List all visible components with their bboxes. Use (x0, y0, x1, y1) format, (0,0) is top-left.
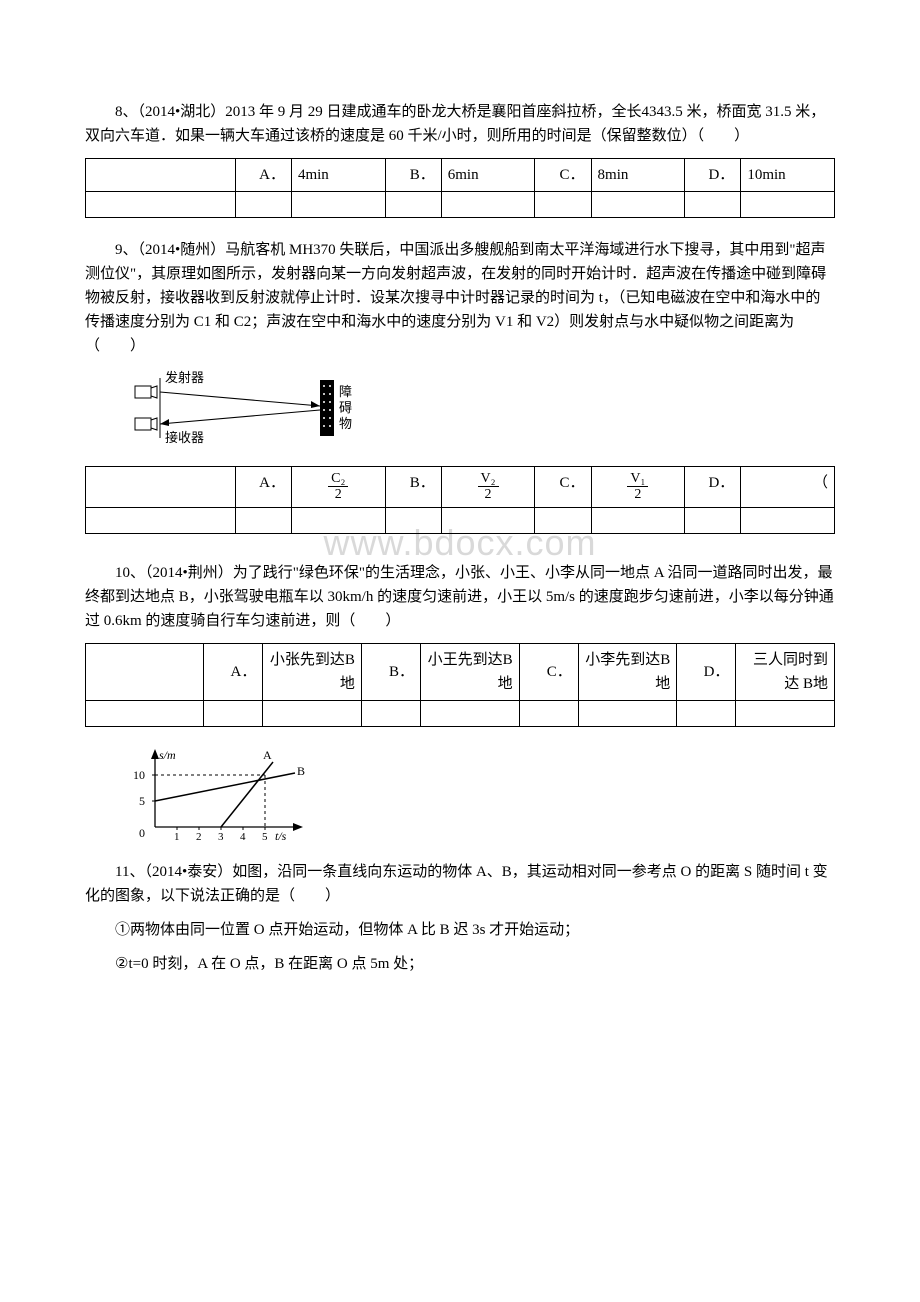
opt-value: 小李先到达B 地 (578, 644, 677, 701)
opt-label: B． (361, 644, 420, 701)
q11-line2: ②t=0 时刻，A 在 O 点，B 在距离 O 点 5m 处； (85, 952, 835, 976)
opt-value: 8min (591, 159, 685, 192)
opt-value: 三人同时到达 B地 (736, 644, 835, 701)
svg-text:10: 10 (133, 768, 145, 782)
svg-text:4: 4 (240, 831, 246, 842)
svg-text:s/m: s/m (159, 748, 176, 762)
svg-text:3: 3 (218, 831, 224, 842)
receiver-label: 接收器 (165, 430, 204, 445)
opt-label: B． (385, 467, 441, 508)
svg-text:1: 1 (174, 831, 180, 842)
obstacle-label-1: 障 (339, 384, 352, 399)
svg-text:B: B (297, 764, 305, 778)
opt-label: B． (385, 159, 441, 192)
q10-table: A． 小张先到达B 地 B． 小王先到达B 地 C． 小李先到达B 地 D． 三… (85, 643, 835, 727)
obstacle-label-3: 物 (339, 416, 352, 431)
obstacle-label-2: 碍 (339, 400, 352, 415)
opt-label: D． (677, 644, 736, 701)
emitter-label: 发射器 (165, 370, 204, 385)
opt-value: 4min (291, 159, 385, 192)
opt-value: 小王先到达B 地 (421, 644, 520, 701)
opt-value: C₂2 (291, 467, 385, 508)
opt-value: 10min (741, 159, 835, 192)
opt-value: 小张先到达B 地 (263, 644, 362, 701)
svg-text:5: 5 (139, 794, 145, 808)
opt-label: C． (535, 159, 591, 192)
opt-value: V₂2 (441, 467, 535, 508)
opt-label: C． (535, 467, 591, 508)
opt-label: C． (519, 644, 578, 701)
opt-label: A． (235, 159, 291, 192)
q9-table: A． C₂2 B． V₂2 C． V₁2 D． （ (85, 466, 835, 534)
opt-label: A． (204, 644, 263, 701)
svg-text:2: 2 (196, 831, 202, 842)
opt-value: （ (741, 467, 835, 508)
q9-text: 9、（2014•随州）马航客机 MH370 失联后，中国派出多艘舰船到南太平洋海… (85, 238, 835, 358)
opt-label: A． (235, 467, 291, 508)
q9-diagram: 发射器 接收器 障 碍 物 (125, 368, 835, 456)
opt-value: V₁2 (591, 467, 685, 508)
svg-text:5: 5 (262, 831, 268, 842)
svg-text:A: A (263, 748, 272, 762)
q8-text: 8、（2014•湖北）2013 年 9 月 29 日建成通车的卧龙大桥是襄阳首座… (85, 100, 835, 148)
opt-label: D． (685, 467, 741, 508)
opt-value: 6min (441, 159, 535, 192)
q11-chart: s/m 10 5 0 1 2 3 4 5 t/s A B (125, 747, 835, 850)
svg-text:t/s: t/s (275, 829, 287, 842)
q11-line1: ①两物体由同一位置 O 点开始运动，但物体 A 比 B 迟 3s 才开始运动； (85, 918, 835, 942)
q10-text: 10、（2014•荆州）为了践行"绿色环保"的生活理念，小张、小王、小李从同一地… (85, 561, 835, 633)
opt-label: D． (685, 159, 741, 192)
q8-table: A． 4min B． 6min C． 8min D． 10min (85, 158, 835, 218)
svg-text:0: 0 (139, 826, 145, 840)
q11-text: 11、（2014•泰安）如图，沿同一条直线向东运动的物体 A、B，其运动相对同一… (85, 860, 835, 908)
